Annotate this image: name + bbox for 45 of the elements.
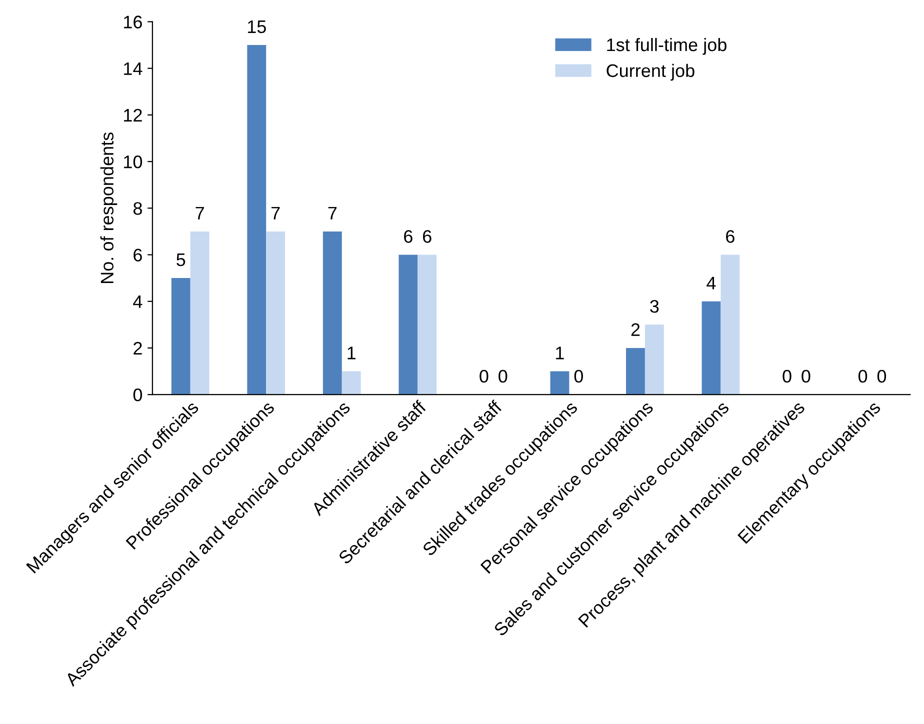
y-tick-label: 4 [133, 295, 142, 308]
y-tick-label: 16 [124, 16, 142, 28]
legend-label: Current job [606, 64, 694, 81]
bar [550, 371, 570, 395]
y-tick-label: 10 [124, 155, 142, 168]
bar [702, 301, 721, 395]
data-label: 0 [858, 370, 868, 383]
data-label: 0 [782, 370, 792, 383]
bar [418, 254, 437, 395]
bar [171, 278, 190, 395]
data-label: 1 [556, 346, 564, 360]
data-label: 4 [706, 276, 716, 290]
bar [398, 254, 418, 395]
data-label: 7 [271, 206, 280, 220]
bar [266, 231, 286, 395]
y-axis-title: No. of respondents [100, 132, 118, 283]
data-label: 2 [631, 323, 640, 336]
data-label: 5 [176, 254, 186, 266]
bar [190, 231, 210, 395]
data-label: 6 [423, 230, 432, 243]
data-label: 0 [877, 370, 886, 383]
data-label: 1 [348, 346, 356, 360]
data-label: 15 [248, 20, 266, 34]
y-tick-label: 0 [133, 388, 142, 402]
y-tick-label: 2 [134, 342, 142, 355]
bar [322, 231, 342, 395]
legend-label: 1st full-time job [607, 38, 726, 55]
data-label: 0 [802, 370, 810, 383]
data-label: 7 [196, 206, 204, 220]
bar [626, 348, 645, 395]
data-label: 0 [574, 370, 583, 383]
bar [247, 45, 266, 395]
y-tick-label: 8 [133, 202, 142, 215]
data-label: 6 [726, 230, 734, 243]
bar [342, 371, 361, 395]
bar [720, 254, 740, 395]
data-label: 0 [498, 370, 508, 383]
data-label: 0 [480, 370, 488, 383]
y-tick-label: 6 [134, 248, 142, 262]
y-tick-label: 14 [124, 62, 142, 75]
data-label: 6 [404, 230, 412, 243]
data-label: 7 [328, 206, 337, 220]
bar [644, 324, 664, 395]
y-tick-label: 12 [124, 108, 142, 122]
data-label: 3 [650, 300, 659, 313]
